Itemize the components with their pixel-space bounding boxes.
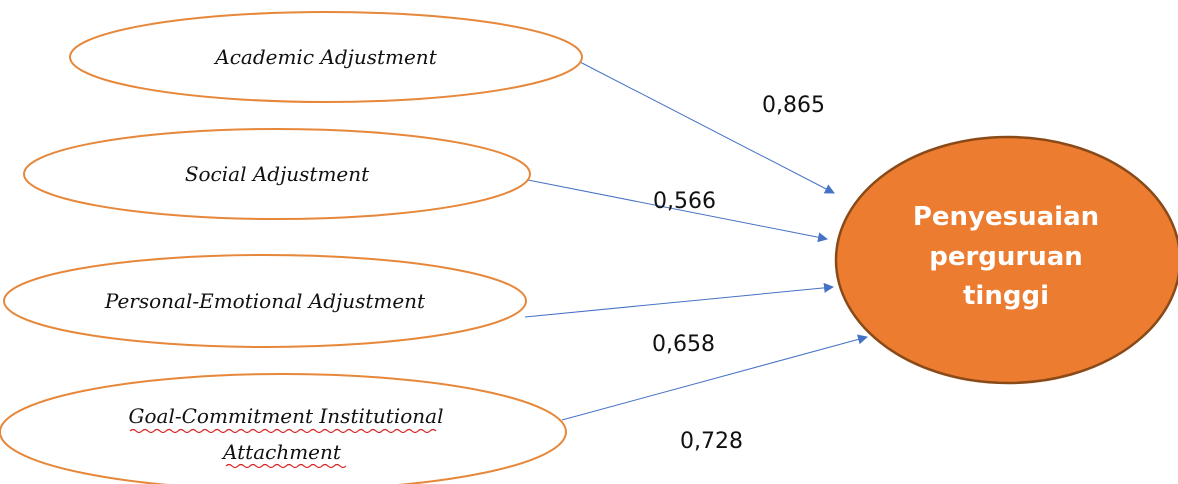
outcome-label-line1: Penyesuaian [913, 202, 1099, 232]
arrow-personal-to-outcome [524, 282, 834, 318]
outcome-ellipse [834, 135, 1178, 385]
factor-ellipse-personal [3, 254, 527, 348]
factor-ellipse-social [23, 128, 531, 220]
arrow-social-to-outcome [527, 179, 828, 243]
factor-label-academic: Academic Adjustment [213, 45, 437, 69]
factor-ellipse-academic [69, 11, 583, 103]
weight-label-goal: 0,728 [680, 429, 743, 454]
factor-label-goal-line2: Attachment [221, 440, 342, 464]
arrow-goal-to-outcome [561, 334, 868, 421]
factor-label-social: Social Adjustment [185, 162, 370, 186]
weight-label-personal: 0,658 [652, 332, 715, 357]
spellcheck-underline-2 [225, 463, 347, 469]
weight-label-social: 0,566 [653, 189, 716, 214]
factor-label-goal-line1: Goal-Commitment Institutional [129, 404, 444, 428]
factor-label-personal: Personal-Emotional Adjustment [104, 289, 426, 313]
weight-label-academic: 0,865 [762, 93, 825, 118]
arrow-academic-to-outcome [579, 61, 835, 194]
factor-ellipse-goal [0, 373, 567, 484]
outcome-label-line3: tinggi [963, 281, 1049, 311]
spellcheck-underline-1 [129, 428, 437, 434]
outcome-label-line2: perguruan [929, 242, 1083, 272]
